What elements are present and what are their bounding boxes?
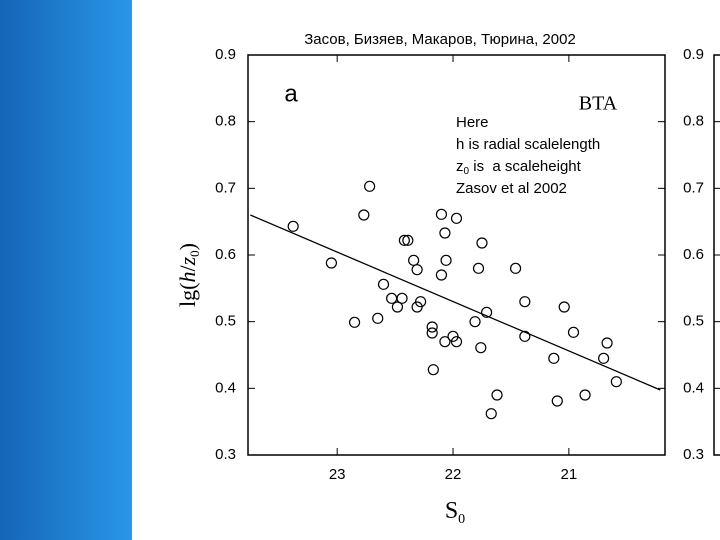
x-tick-label: 23 [329,466,346,483]
y-tick-label: 0.8 [683,113,704,130]
data-point [610,376,622,388]
x-label-main: S [445,498,458,524]
y-tick-label: 0.4 [683,379,704,396]
data-point [398,234,410,246]
data-point [435,208,448,220]
instrument-label: BTA [579,93,618,115]
data-point [476,237,488,249]
data-point [519,296,531,308]
fit-line [250,214,661,391]
data-point [567,326,580,338]
data-point [558,301,570,313]
data-point [426,321,438,333]
note-line: Zasov et al 2002 [456,180,567,197]
data-point [439,336,451,348]
data-point [551,395,563,407]
note-var: z [456,158,464,175]
y-tick-label: 0.5 [683,313,704,330]
y-tick-label: 0.5 [215,313,236,330]
x-axis-label: S0 [445,498,465,528]
y-tick-label: 0.3 [215,446,236,463]
data-point [475,342,487,354]
y-tick-label: 0.8 [215,113,236,130]
note-line: h is radial scalelength [456,136,600,153]
y-label-part: / [175,265,200,272]
x-tick-label: 22 [445,466,462,483]
data-point [391,301,404,313]
data-point [509,262,522,274]
data-point [481,306,493,318]
data-point [426,327,438,339]
data-point [601,337,613,349]
side-bar [0,0,132,540]
data-point [287,220,299,232]
data-point [358,209,370,221]
data-point [519,330,531,342]
y-tick-label: 0.9 [215,46,236,63]
data-point [548,352,560,364]
data-point [579,389,591,401]
note-sub: 0 [464,166,470,177]
y-tick-label: 0.4 [215,379,236,396]
y-tick-label: 0.9 [683,46,704,63]
data-point [372,312,384,324]
y-tick-label: 0.7 [683,179,704,196]
y-tick-label: 0.7 [215,179,236,196]
data-point [450,212,463,224]
data-point [402,234,414,246]
y-label-part: lg( [175,283,200,307]
note-line: z0 is a scaleheight [456,158,582,177]
data-point [598,352,610,364]
data-point [439,227,451,239]
note-text: is a scaleheight [469,158,582,175]
data-point [485,408,497,420]
note-line: Here [456,114,489,131]
y-label-sub: 0 [187,250,202,257]
y-tick-label: 0.6 [683,246,704,263]
data-point [414,296,427,308]
data-point [325,257,337,269]
data-point [450,336,463,348]
data-point [386,292,398,304]
data-point [408,254,420,266]
data-point [396,292,408,304]
y-tick-label: 0.3 [683,446,704,463]
y-label-part: ) [175,243,200,250]
y-axis-label: lg(h/z0) [175,243,202,307]
y-tick-label: 0.6 [215,246,236,263]
data-point [348,316,361,328]
x-label-sub: 0 [458,512,465,527]
data-point [411,264,423,276]
data-point [469,316,481,328]
y-label-part: h [175,272,200,283]
data-point [435,269,448,281]
data-point [440,254,452,266]
x-tick-label: 21 [561,466,578,483]
data-point [491,389,503,401]
panel-label: a [284,80,298,107]
data-point [364,180,376,192]
chart-title: Засов, Бизяев, Макаров, Тюрина, 2002 [304,31,576,48]
data-point [377,278,390,290]
data-point [472,262,485,274]
y-label-part: z [175,256,200,266]
data-point [427,364,439,376]
